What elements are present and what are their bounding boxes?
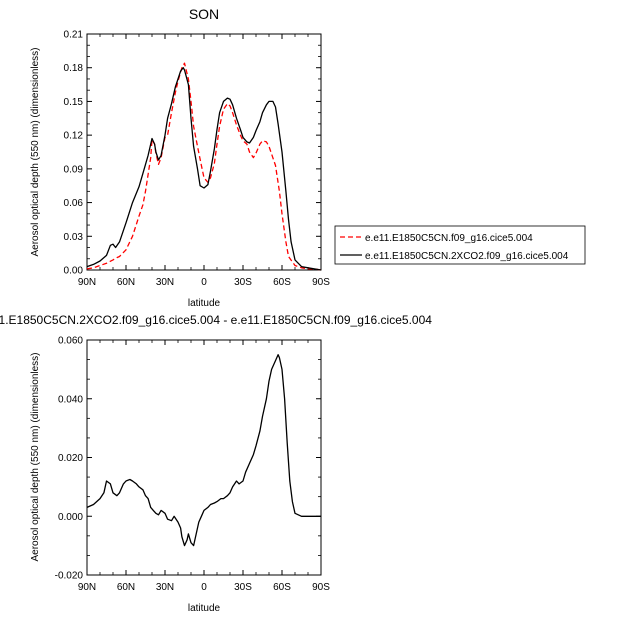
series-line-0 xyxy=(86,62,322,271)
y-tick-label: 0.040 xyxy=(58,394,83,405)
x-tick-label: 90S xyxy=(312,277,330,288)
x-tick-label: 90N xyxy=(78,277,96,288)
y-tick-label: -0.020 xyxy=(55,571,84,582)
top-y-axis: 0.00 0.03 0.06 0.09 0.12 0.15 0.18 0.21 xyxy=(64,30,321,277)
top-panel-title: SON xyxy=(189,6,219,22)
y-tick-label: 0.000 xyxy=(58,512,83,523)
bottom-plot-frame xyxy=(86,339,322,576)
bottom-panel: e.e11.E1850C5CN.2XCO2.f09_g16.cice5.004 … xyxy=(0,313,432,614)
x-tick-label: 0 xyxy=(201,582,207,593)
x-tick-label: 30N xyxy=(156,277,174,288)
bottom-y-axis-label: Aerosol optical depth (550 nm) (dimensio… xyxy=(30,353,41,562)
x-tick-label: 60N xyxy=(117,277,135,288)
legend-box xyxy=(334,225,586,265)
bottom-y-axis: -0.020 0.000 0.020 0.040 0.060 xyxy=(55,336,321,582)
legend-label-2xco2: e.e11.E1850C5CN.2XCO2.f09_g16.cice5.004 xyxy=(365,251,569,262)
y-tick-label: 0.09 xyxy=(64,164,84,175)
top-y-axis-label: Aerosol optical depth (550 nm) (dimensio… xyxy=(30,48,41,257)
legend: e.e11.E1850C5CN.f09_g16.cice5.004 e.e11.… xyxy=(334,225,586,265)
y-tick-label: 0.15 xyxy=(64,97,84,108)
y-tick-label: 0.18 xyxy=(64,63,84,74)
x-tick-label: 30S xyxy=(234,277,252,288)
x-tick-label: 0 xyxy=(201,277,207,288)
x-tick-label: 60S xyxy=(273,582,291,593)
x-tick-label: 30S xyxy=(234,582,252,593)
top-series-group xyxy=(86,62,322,271)
y-tick-label: 0.00 xyxy=(64,266,84,277)
bottom-x-axis: 90N 60N 30N 0 30S 60S 90S xyxy=(78,340,330,593)
y-tick-label: 0.21 xyxy=(64,30,84,41)
y-tick-label: 0.03 xyxy=(64,232,84,243)
top-panel: SON 0.00 0.03 0.06 0.09 0.12 0.15 0.18 0.21 90N… xyxy=(30,6,330,309)
top-x-axis-label: latitude xyxy=(188,298,221,309)
bottom-panel-title: e.e11.E1850C5CN.2XCO2.f09_g16.cice5.004 … xyxy=(0,313,432,327)
x-tick-label: 90S xyxy=(312,582,330,593)
y-tick-label: 0.06 xyxy=(64,198,84,209)
bottom-x-axis-label: latitude xyxy=(188,603,221,614)
series-line-1 xyxy=(86,67,322,271)
y-tick-label: 0.12 xyxy=(64,131,84,142)
bottom-series-group xyxy=(86,354,321,547)
legend-label-control: e.e11.E1850C5CN.f09_g16.cice5.004 xyxy=(365,233,533,244)
x-tick-label: 60N xyxy=(117,582,135,593)
series-line-0 xyxy=(86,354,321,547)
y-tick-label: 0.020 xyxy=(58,453,83,464)
x-tick-label: 30N xyxy=(156,582,174,593)
x-tick-label: 90N xyxy=(78,582,96,593)
y-tick-label: 0.060 xyxy=(58,336,83,347)
top-x-axis: 90N 60N 30N 0 30S 60S 90S xyxy=(78,34,330,288)
x-tick-label: 60S xyxy=(273,277,291,288)
